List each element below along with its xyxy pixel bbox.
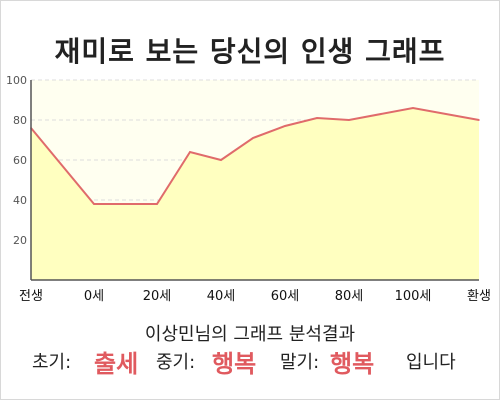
- data-point: [220, 159, 222, 161]
- y-tick-label: 20: [13, 234, 27, 247]
- x-tick-label: 환생: [467, 289, 491, 304]
- x-tick-label: 20세: [143, 289, 172, 304]
- data-point: [252, 137, 254, 139]
- data-point: [189, 151, 191, 153]
- data-point: [348, 119, 350, 121]
- early-label: 초기:: [32, 352, 72, 373]
- x-tick-label: 40세: [207, 289, 236, 304]
- mid-label: 중기:: [156, 352, 196, 373]
- early-value: 출세: [94, 350, 139, 378]
- data-point: [478, 119, 480, 121]
- x-tick-label: 0세: [84, 289, 104, 304]
- y-tick-label: 60: [13, 154, 27, 167]
- data-point: [412, 107, 414, 109]
- data-point: [156, 203, 158, 205]
- x-tick-label: 80세: [335, 289, 364, 304]
- late-value: 행복: [330, 350, 375, 378]
- x-tick-label: 100세: [395, 289, 432, 304]
- result-suffix: 입니다: [406, 352, 456, 373]
- mid-value: 행복: [212, 350, 257, 378]
- x-tick-label: 60세: [271, 289, 300, 304]
- data-point: [284, 125, 286, 127]
- y-tick-label: 80: [13, 114, 27, 127]
- page-title: 재미로 보는 당신의 인생 그래프: [54, 35, 446, 68]
- data-point: [316, 117, 318, 119]
- y-tick-label: 100: [6, 74, 27, 87]
- x-tick-label: 전생: [19, 289, 43, 304]
- area-fill: [31, 108, 479, 280]
- life-graph-chart: 20 40 60 80 100 전생 0세 20세 40세 60세 80세 100세 환생: [6, 74, 491, 304]
- late-label: 말기:: [280, 352, 320, 373]
- data-point: [93, 203, 95, 205]
- y-tick-label: 40: [13, 194, 27, 207]
- analysis-subtitle: 이상민님의 그래프 분석결과: [144, 324, 356, 345]
